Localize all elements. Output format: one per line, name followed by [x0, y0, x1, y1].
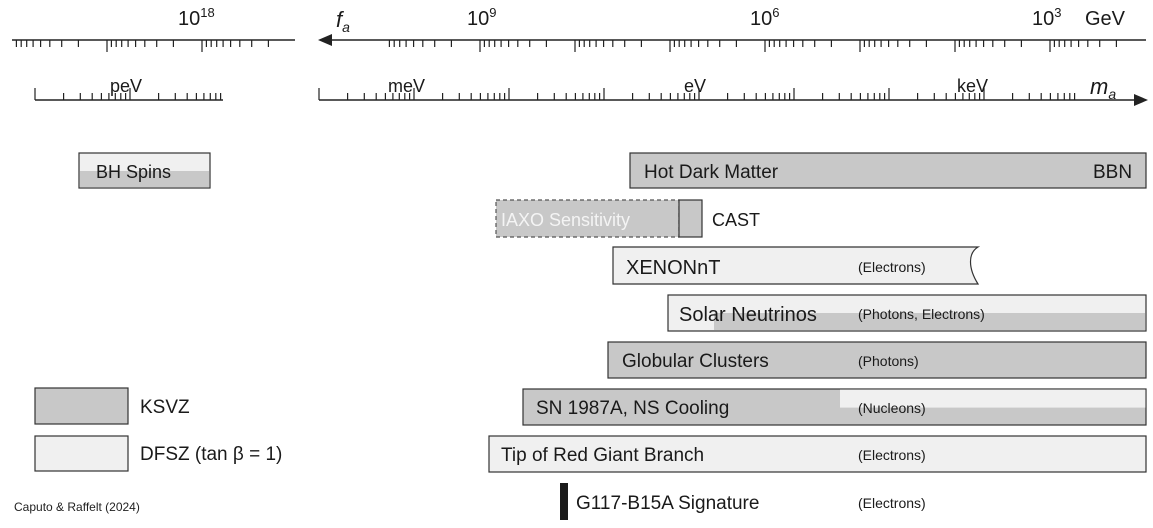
fa-tick-label-1e6: 106 — [750, 5, 779, 30]
bar-xenonnt: XENONnT (Electrons) — [612, 246, 981, 285]
g117-marker — [560, 483, 568, 520]
bar-note: (Photons, Electrons) — [858, 306, 985, 322]
bar-label-bbn: BBN — [1093, 162, 1132, 183]
bar-label: Solar Neutrinos — [679, 304, 817, 326]
credit-text: Caputo & Raffelt (2024) — [14, 500, 140, 514]
bar-globular-clusters: Globular Clusters (Photons) — [607, 341, 1147, 379]
legend-label: DFSZ (tan β = 1) — [140, 444, 282, 465]
legend-label: KSVZ — [140, 397, 190, 418]
bar-label: Tip of Red Giant Branch — [501, 445, 704, 466]
bar-solar-neutrinos: Solar Neutrinos (Photons, Electrons) — [667, 294, 1147, 332]
ma-symbol: ma — [1090, 74, 1116, 102]
bar-note: (Electrons) — [858, 447, 926, 463]
legend: KSVZ DFSZ (tan β = 1) — [34, 387, 282, 472]
bar-cast: CAST — [678, 199, 760, 238]
bar-tip-red-giant-branch: Tip of Red Giant Branch (Electrons) — [488, 435, 1147, 473]
bar-iaxo-sensitivity: IAXO Sensitivity — [495, 199, 680, 238]
bar-hot-dark-matter: Hot Dark Matter BBN — [629, 152, 1147, 189]
legend-swatch — [34, 387, 129, 425]
ma-tick-label-ev: eV — [684, 76, 706, 96]
legend-item-ksvz: KSVZ — [34, 387, 190, 425]
ma-arrow-icon — [1134, 94, 1148, 106]
ma-tick-label-kev: keV — [957, 76, 988, 96]
bar-label: Hot Dark Matter — [644, 162, 779, 183]
bar-note: (Nucleons) — [858, 400, 926, 416]
fa-axis: 1018 109 106 103 GeV fa — [12, 5, 1146, 52]
bar-note: (Electrons) — [858, 259, 926, 275]
legend-swatch — [34, 435, 129, 472]
bar-label: Globular Clusters — [622, 351, 769, 372]
bar-label: G117-B15A Signature — [576, 493, 759, 514]
bar-bh-spins: BH Spins — [78, 152, 211, 189]
ma-tick-label-mev: meV — [388, 76, 425, 96]
bar-label: CAST — [712, 210, 760, 230]
fa-tick-label-1e9: 109 — [467, 5, 496, 30]
bar-sn1987a-ns-cooling: SN 1987A, NS Cooling (Nucleons) — [522, 388, 1147, 426]
fa-tick-label-1e18: 1018 — [178, 5, 215, 30]
fa-unit-label: GeV — [1085, 8, 1126, 30]
bar-note: (Electrons) — [858, 495, 926, 511]
ma-axis: peV meV eV keV ma — [34, 74, 1148, 106]
bar-note: (Photons) — [858, 353, 919, 369]
bar-g117-b15a: G117-B15A Signature (Electrons) — [560, 483, 926, 520]
legend-item-dfsz: DFSZ (tan β = 1) — [34, 435, 282, 472]
bar-label: BH Spins — [96, 162, 171, 182]
fa-symbol: fa — [336, 7, 350, 35]
bar-label: XENONnT — [626, 257, 720, 279]
bar-label: SN 1987A, NS Cooling — [536, 398, 729, 419]
fa-tick-label-1e3: 103 — [1032, 5, 1061, 30]
bar-label: IAXO Sensitivity — [501, 210, 630, 230]
ma-tick-label-pev: peV — [110, 76, 142, 96]
fa-arrow-icon — [318, 34, 332, 46]
